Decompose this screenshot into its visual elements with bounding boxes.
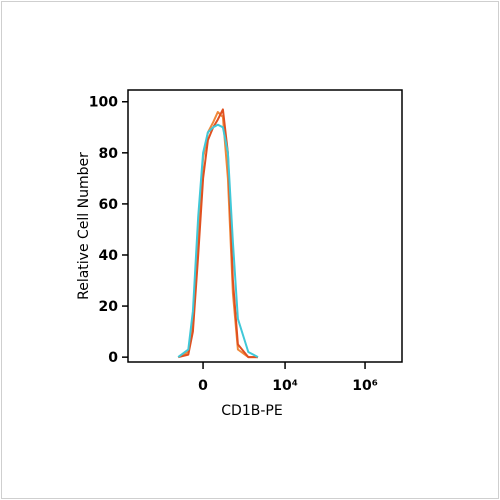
histogram-line [177, 123, 259, 358]
y-tick-label: 100 [89, 95, 118, 111]
y-tick-label: 0 [108, 350, 118, 366]
histogram-line [177, 108, 258, 359]
y-tick-label: 60 [99, 197, 119, 213]
y-tick-label: 20 [99, 299, 119, 315]
y-tick-label: 80 [99, 146, 119, 162]
x-tick-label: 10⁶ [352, 378, 378, 394]
x-tick-label: 10⁴ [272, 378, 298, 394]
x-axis-label: CD1B-PE [221, 403, 282, 419]
plot-box [127, 89, 403, 363]
y-axis-label: Relative Cell Number [76, 152, 92, 300]
x-tick-label: 0 [198, 378, 208, 394]
y-tick-label: 40 [99, 248, 119, 264]
